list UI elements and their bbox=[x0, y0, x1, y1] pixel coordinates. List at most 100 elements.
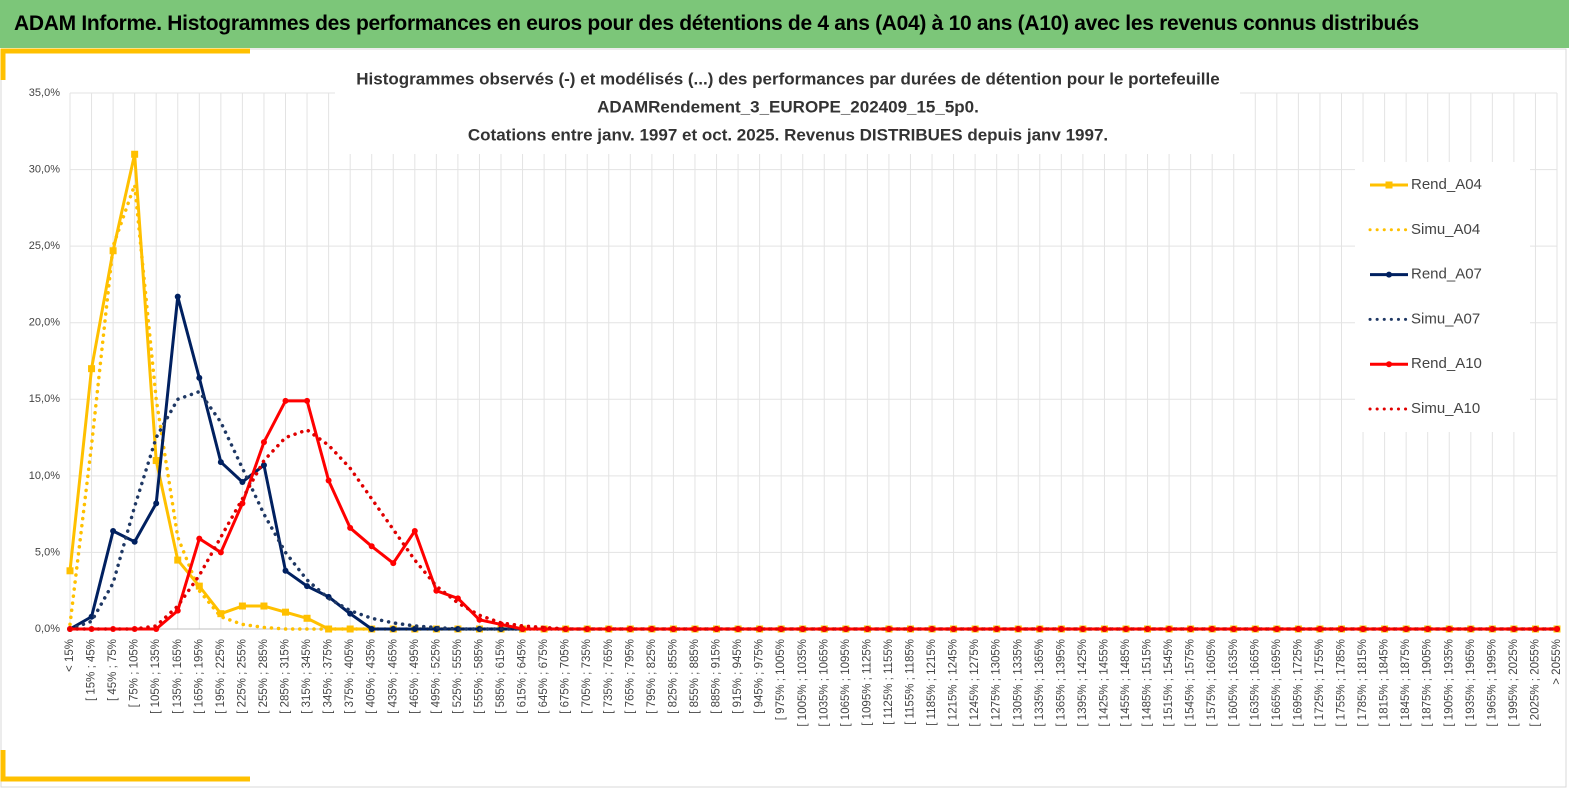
marker bbox=[648, 626, 655, 632]
marker bbox=[799, 626, 806, 632]
marker bbox=[304, 583, 311, 590]
legend-label: Rend_A04 bbox=[1411, 176, 1482, 193]
marker bbox=[196, 374, 203, 381]
marker bbox=[778, 626, 785, 632]
chart-title: Histogrammes observés (-) et modélisés (… bbox=[356, 69, 1219, 88]
x-tick-label: [ 1575% ; 1605% bbox=[1206, 639, 1218, 727]
marker bbox=[282, 397, 289, 404]
x-tick-label: [ 75% ; 105% bbox=[129, 639, 141, 707]
y-tick-label: 5,0% bbox=[35, 546, 60, 558]
marker bbox=[217, 459, 224, 466]
x-tick-label: [ 315% ; 345% bbox=[301, 639, 313, 714]
marker bbox=[239, 478, 246, 485]
x-tick-label: [ 525% ; 555% bbox=[452, 639, 464, 714]
x-tick-label: [ 1515% ; 1545% bbox=[1163, 639, 1175, 727]
marker bbox=[347, 524, 354, 531]
x-tick-label: [ 1635% ; 1665% bbox=[1249, 639, 1261, 727]
x-tick-label: [ 435% ; 465% bbox=[387, 639, 399, 714]
marker bbox=[519, 626, 526, 632]
marker bbox=[735, 626, 742, 632]
marker bbox=[1230, 626, 1237, 632]
y-tick-label: 30,0% bbox=[29, 163, 60, 175]
y-tick-label: 25,0% bbox=[29, 240, 60, 252]
header-title: ADAM Informe. Histogrammes des performan… bbox=[0, 0, 1569, 48]
marker bbox=[282, 608, 290, 616]
x-tick-label: [ 1455% ; 1485% bbox=[1120, 639, 1132, 727]
y-tick-label: 15,0% bbox=[29, 393, 60, 405]
x-tick-label: [ 405% ; 435% bbox=[366, 639, 378, 714]
x-tick-label: [ 1815% ; 1845% bbox=[1379, 639, 1391, 727]
legend-label: Rend_A10 bbox=[1411, 355, 1482, 372]
marker bbox=[303, 614, 311, 622]
x-tick-label: [ 285% ; 315% bbox=[280, 639, 292, 714]
x-tick-label: [ 1845% ; 1875% bbox=[1400, 639, 1412, 727]
x-tick-label: [ 1125% ; 1155% bbox=[883, 639, 895, 725]
marker bbox=[1554, 626, 1560, 632]
x-tick-label: [ 1155% ; 1185% bbox=[905, 639, 917, 725]
x-tick-label: [ 585% ; 615% bbox=[495, 639, 507, 714]
x-tick-label: [ 1275% ; 1305% bbox=[991, 639, 1003, 727]
marker bbox=[195, 582, 203, 590]
legend-marker bbox=[1386, 361, 1392, 368]
y-tick-label: 10,0% bbox=[29, 470, 60, 482]
marker bbox=[196, 535, 203, 542]
marker bbox=[325, 477, 332, 484]
x-tick-label: < 15% bbox=[64, 639, 76, 672]
marker bbox=[282, 567, 289, 574]
x-tick-label: [ 1185% ; 1215% bbox=[926, 639, 938, 726]
chart-title: ADAMRendement_3_EUROPE_202409_15_5p0. bbox=[597, 97, 979, 116]
x-tick-label: [ 1695% ; 1725% bbox=[1292, 639, 1304, 727]
x-tick-label: [ 1755% ; 1785% bbox=[1336, 639, 1348, 727]
x-tick-label: [ 1935% ; 1965% bbox=[1465, 639, 1477, 727]
x-tick-label: [ 1035% ; 1065% bbox=[818, 639, 830, 727]
x-tick-label: [ 1425% ; 1455% bbox=[1098, 639, 1110, 727]
x-tick-label: [ 1065% ; 1095% bbox=[840, 639, 852, 727]
x-tick-label: [ 195% ; 225% bbox=[215, 639, 227, 714]
x-tick-label: [ 1785% ; 1815% bbox=[1357, 639, 1369, 727]
x-tick-label: [ 645% ; 675% bbox=[538, 639, 550, 714]
marker bbox=[691, 626, 698, 632]
marker bbox=[174, 293, 181, 300]
marker bbox=[1381, 626, 1388, 632]
x-tick-label: [ 855% ; 885% bbox=[689, 639, 701, 714]
x-tick-label: [ 675% ; 705% bbox=[560, 639, 572, 714]
marker bbox=[670, 626, 677, 632]
x-tick-label: [ 1005% ; 1035% bbox=[797, 639, 809, 727]
marker bbox=[66, 567, 74, 575]
x-tick-label: [ 1335% ; 1365% bbox=[1034, 639, 1046, 727]
y-tick-label: 0,0% bbox=[35, 623, 60, 635]
x-tick-label: [ 945% ; 975% bbox=[754, 639, 766, 714]
x-tick-label: [ 1605% ; 1635% bbox=[1228, 639, 1240, 727]
legend-label: Simu_A10 bbox=[1411, 400, 1480, 417]
marker bbox=[713, 626, 720, 632]
x-tick-label: [ 765% ; 795% bbox=[624, 639, 636, 714]
grid bbox=[69, 92, 1558, 630]
marker bbox=[1338, 626, 1345, 632]
x-tick-label: [ 1245% ; 1275% bbox=[969, 639, 981, 727]
x-tick-label: [ 1995% ; 2025% bbox=[1508, 639, 1520, 727]
marker bbox=[131, 538, 138, 545]
x-tick-label: [ 615% ; 645% bbox=[517, 639, 529, 714]
legend-label: Simu_A04 bbox=[1411, 221, 1480, 238]
marker bbox=[756, 626, 763, 632]
marker bbox=[110, 527, 117, 534]
legend-marker bbox=[1385, 181, 1393, 189]
title-bg bbox=[335, 64, 1240, 154]
x-tick-label: [ 705% ; 735% bbox=[581, 639, 593, 714]
chart-title: Cotations entre janv. 1997 et oct. 2025.… bbox=[468, 125, 1108, 144]
y-tick-label: 35,0% bbox=[29, 87, 60, 99]
x-tick-label: [ 465% ; 495% bbox=[409, 639, 421, 714]
x-tick-label: [ 1875% ; 1905% bbox=[1422, 639, 1434, 727]
x-tick-label: [ 1665% ; 1695% bbox=[1271, 639, 1283, 727]
marker bbox=[1403, 626, 1410, 632]
marker bbox=[1252, 626, 1259, 632]
marker bbox=[1360, 626, 1367, 632]
marker bbox=[239, 500, 246, 507]
x-tick-label: [ 1395% ; 1425% bbox=[1077, 639, 1089, 727]
x-tick-label: [ 1485% ; 1515% bbox=[1142, 639, 1154, 727]
x-tick-label: [ 1965% ; 1995% bbox=[1486, 639, 1498, 727]
x-tick-label: [ 165% ; 195% bbox=[193, 639, 205, 714]
legend-label: Rend_A07 bbox=[1411, 266, 1482, 283]
x-tick-label: [ 1545% ; 1575% bbox=[1185, 639, 1197, 727]
